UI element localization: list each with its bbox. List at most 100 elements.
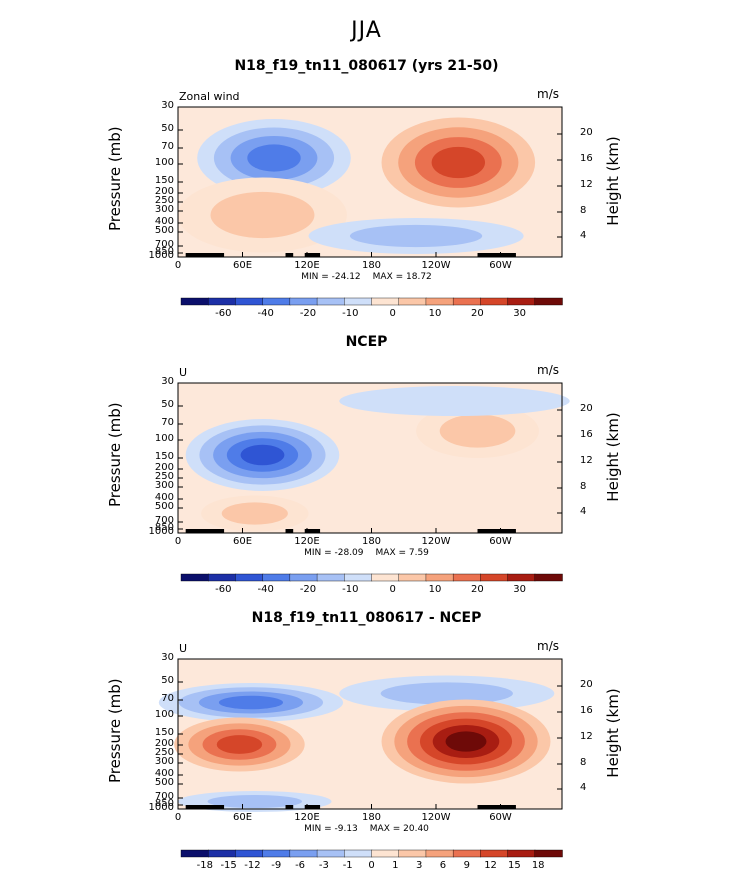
corner-left-label: U xyxy=(179,642,188,655)
colorbar-label: 10 xyxy=(428,308,442,319)
colorbar-label: -9 xyxy=(271,860,282,871)
y-tick-label: 30 xyxy=(161,652,174,663)
terrain-mask-1 xyxy=(208,253,221,257)
y-tick-label: 150 xyxy=(154,175,174,186)
y-tick-label: 400 xyxy=(154,216,174,227)
terrain-mask-2 xyxy=(285,805,294,809)
contour-region-4-1 xyxy=(207,795,303,808)
y-tick-label: 50 xyxy=(161,675,174,686)
colorbar-label: 1 xyxy=(392,860,399,871)
y-tick-label: 250 xyxy=(154,471,174,482)
contour-region-3-1 xyxy=(349,224,483,248)
contour-region-1-3 xyxy=(431,146,486,179)
colorbar-swatch xyxy=(344,849,373,858)
y-tick-label: 500 xyxy=(154,225,174,236)
panel-title: NCEP xyxy=(345,334,388,350)
min-max-label: MIN = -9.13 MAX = 20.40 xyxy=(0,824,733,834)
y-tick-label: 50 xyxy=(161,123,174,134)
corner-left-label: U xyxy=(179,366,188,379)
contour-plot xyxy=(158,658,563,812)
units-label: m/s xyxy=(537,363,559,377)
terrain-mask-1 xyxy=(208,805,221,809)
colorbar-label: -3 xyxy=(318,860,329,871)
min-label: MIN = -24.12 xyxy=(301,272,361,282)
terrain-mask-4 xyxy=(477,805,516,809)
y-tick-label: 100 xyxy=(154,157,174,168)
colorbar-swatch xyxy=(235,849,264,858)
terrain-mask-0 xyxy=(185,805,225,809)
contour-region-1-1 xyxy=(439,414,516,448)
x-tick-label: 120E xyxy=(294,536,320,547)
y-tick-label: 700 xyxy=(154,515,174,526)
colorbar-label: -60 xyxy=(215,308,232,319)
contour-region-0-4 xyxy=(240,444,285,466)
colorbar-swatch xyxy=(289,849,318,858)
colorbar-label: -40 xyxy=(257,308,274,319)
colorbar-label: -12 xyxy=(244,860,261,871)
x-tick-label: 120W xyxy=(421,260,451,271)
x-tick-label: 180 xyxy=(361,260,382,271)
y-tick-label: 850 xyxy=(154,798,174,809)
x-tick-label: 60E xyxy=(232,260,253,271)
colorbar-label: 3 xyxy=(415,860,423,871)
terrain-mask-4 xyxy=(477,253,516,257)
height-tick-label: 16 xyxy=(580,705,593,716)
y-tick-label: 850 xyxy=(154,246,174,257)
x-tick-label: 120E xyxy=(294,812,320,823)
y-tick-label: 100 xyxy=(154,709,174,720)
corner-left-label: Zonal wind xyxy=(179,90,240,103)
y-tick-label: 200 xyxy=(154,186,174,197)
y-tick-label: 500 xyxy=(154,501,174,512)
contour-region-3-3 xyxy=(216,735,263,754)
contour-region-0-3 xyxy=(218,695,284,710)
y-tick-label: 200 xyxy=(154,738,174,749)
min-max-label: MIN = -28.09 MAX = 7.59 xyxy=(0,548,733,558)
contour-region-2-5 xyxy=(445,731,487,752)
colorbar-label: 0 xyxy=(389,584,396,595)
x-tick-label: 60W xyxy=(489,536,512,547)
x-tick-label: 180 xyxy=(361,536,382,547)
colorbar-label: 10 xyxy=(428,584,442,595)
x-tick-label: 0 xyxy=(174,536,182,547)
x-tick-label: 120E xyxy=(294,260,320,271)
y-axis-label: Pressure (mb) xyxy=(106,678,124,783)
y-tick-label: 300 xyxy=(154,204,174,215)
colorbar-label: 30 xyxy=(513,308,527,319)
height-tick-label: 8 xyxy=(580,205,587,216)
y-tick-label: 500 xyxy=(154,777,174,788)
height-tick-label: 8 xyxy=(580,757,587,768)
y-tick-label: 250 xyxy=(154,195,174,206)
x-tick-label: 0 xyxy=(174,812,182,823)
y-tick-label: 300 xyxy=(154,480,174,491)
x-tick-label: 120W xyxy=(421,536,451,547)
colorbar-swatch xyxy=(398,849,427,858)
y-tick-label: 1000 xyxy=(148,250,174,261)
min-max-label: MIN = -24.12 MAX = 18.72 xyxy=(0,272,733,282)
terrain-mask-4 xyxy=(477,529,516,533)
y-tick-label: 850 xyxy=(154,522,174,533)
height-tick-label: 12 xyxy=(580,731,593,742)
min-label: MIN = -28.09 xyxy=(304,548,364,558)
colorbar-label: 15 xyxy=(508,860,521,871)
x-tick-label: 180 xyxy=(361,812,382,823)
colorbar-label: 9 xyxy=(463,860,470,871)
units-label: m/s xyxy=(537,639,559,653)
colorbar-label: -60 xyxy=(215,584,232,595)
height-tick-label: 12 xyxy=(580,455,593,466)
y-tick-label: 700 xyxy=(154,239,174,250)
y-tick-label: 300 xyxy=(154,756,174,767)
y-tick-label: 400 xyxy=(154,492,174,503)
terrain-mask-2 xyxy=(285,253,294,257)
y-tick-label: 50 xyxy=(161,399,174,410)
colorbar-label: 30 xyxy=(513,584,527,595)
contour-region-1-1 xyxy=(380,682,513,705)
y-tick-label: 700 xyxy=(154,791,174,802)
height-tick-label: 16 xyxy=(580,153,593,164)
height-tick-label: 4 xyxy=(580,506,587,517)
y-tick-label: 100 xyxy=(154,433,174,444)
height-tick-label: 8 xyxy=(580,481,587,492)
y-tick-label: 250 xyxy=(154,747,174,758)
